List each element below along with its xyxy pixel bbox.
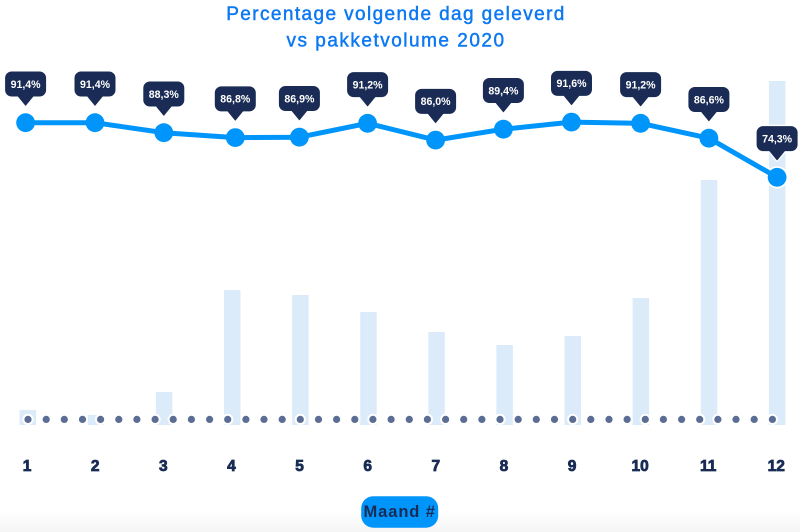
svg-text:89,4%: 89,4% [488, 85, 519, 97]
svg-text:vs pakketvolume 2020: vs pakketvolume 2020 [286, 31, 505, 52]
svg-text:11: 11 [700, 458, 717, 475]
svg-text:91,6%: 91,6% [556, 78, 587, 90]
svg-text:91,4%: 91,4% [11, 79, 42, 91]
svg-text:Maand #: Maand # [364, 503, 436, 521]
svg-text:Percentage volgende dag geleve: Percentage volgende dag geleverd [226, 4, 566, 25]
svg-text:91,2%: 91,2% [353, 79, 384, 91]
svg-text:2: 2 [91, 458, 100, 475]
svg-text:86,8%: 86,8% [220, 94, 251, 106]
svg-text:10: 10 [631, 458, 648, 475]
svg-text:5: 5 [295, 458, 304, 475]
svg-text:1: 1 [23, 458, 32, 475]
svg-text:86,9%: 86,9% [284, 93, 315, 105]
svg-text:3: 3 [159, 458, 168, 475]
svg-text:91,4%: 91,4% [80, 79, 111, 91]
svg-text:74,3%: 74,3% [762, 133, 793, 145]
svg-text:4: 4 [227, 458, 236, 475]
svg-text:91,2%: 91,2% [626, 79, 657, 91]
svg-text:86,0%: 86,0% [421, 96, 452, 108]
svg-text:6: 6 [363, 458, 372, 475]
svg-text:88,3%: 88,3% [149, 89, 180, 101]
svg-text:7: 7 [431, 458, 440, 475]
svg-text:86,6%: 86,6% [694, 94, 725, 106]
svg-text:9: 9 [568, 458, 577, 475]
svg-text:12: 12 [768, 458, 785, 475]
svg-text:8: 8 [500, 458, 509, 475]
